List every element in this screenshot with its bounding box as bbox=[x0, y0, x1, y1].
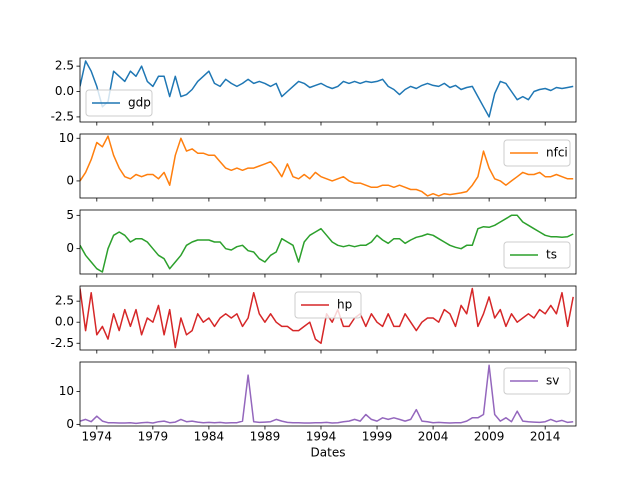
axes-frame bbox=[79, 361, 577, 427]
legend-label: sv bbox=[546, 374, 559, 388]
y-tick-label: 0.0 bbox=[55, 84, 74, 98]
axes-frame bbox=[79, 209, 577, 275]
x-tick-label: 1974 bbox=[82, 430, 113, 444]
y-tick-label: 0 bbox=[66, 241, 74, 255]
axes-frame bbox=[79, 133, 577, 199]
x-tick-label: 2014 bbox=[530, 430, 561, 444]
y-tick-label: 10 bbox=[59, 384, 74, 398]
x-tick-label: 1984 bbox=[194, 430, 225, 444]
y-tick-label: -2.5 bbox=[51, 336, 74, 350]
y-tick-label: 0 bbox=[66, 417, 74, 431]
legend-label: hp bbox=[337, 298, 352, 312]
y-tick-label: 0.0 bbox=[55, 315, 74, 329]
legend-label: nfci bbox=[546, 146, 568, 160]
series-line bbox=[80, 214, 574, 273]
x-tick-label: 1999 bbox=[362, 430, 393, 444]
y-tick-label: -2.5 bbox=[51, 109, 74, 123]
x-tick-label: 1989 bbox=[250, 430, 281, 444]
y-tick-label: 0 bbox=[66, 173, 74, 187]
y-tick-label: 2.5 bbox=[55, 59, 74, 73]
series-line bbox=[80, 135, 574, 197]
legend-label: ts bbox=[546, 248, 557, 262]
series-line bbox=[80, 60, 574, 118]
y-tick-label: 2.5 bbox=[55, 294, 74, 308]
legend-label: gdp bbox=[128, 96, 151, 110]
x-tick-label: 2004 bbox=[418, 430, 449, 444]
y-tick-label: 5 bbox=[66, 208, 74, 222]
x-tick-label: 2009 bbox=[474, 430, 505, 444]
series-line bbox=[80, 364, 574, 425]
x-axis-label: Dates bbox=[311, 446, 346, 460]
axes-frame bbox=[79, 57, 577, 123]
axes-frame bbox=[79, 285, 577, 351]
x-tick-label: 1994 bbox=[306, 430, 337, 444]
y-tick-label: 10 bbox=[59, 131, 74, 145]
x-tick-label: 1979 bbox=[138, 430, 169, 444]
